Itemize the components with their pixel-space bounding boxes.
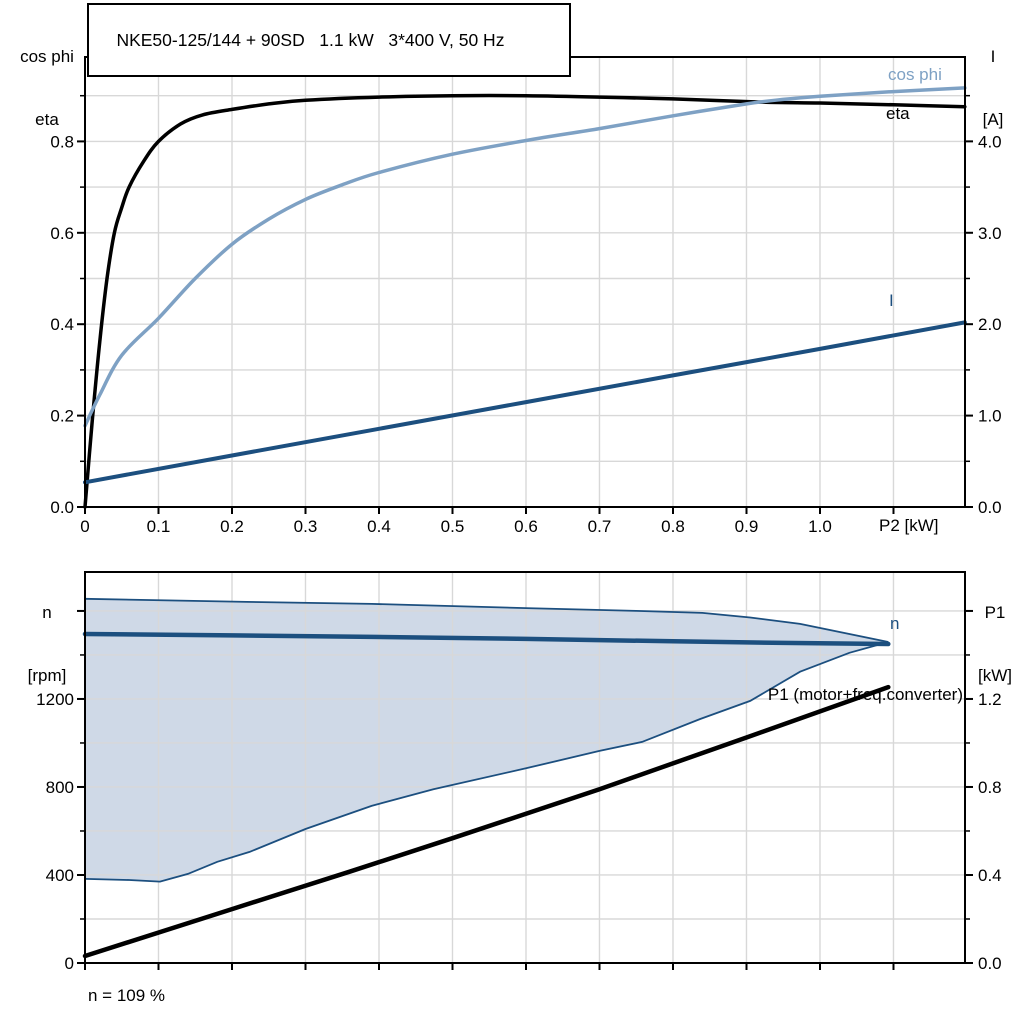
top-left-axis-title: cos phi eta [6,4,88,172]
bottom-chart-right-tick-label: 0.4 [978,866,1002,885]
axis-title-speed: n [42,603,52,622]
top-chart-x-tick-label: 0.9 [735,517,759,536]
chart-title: NKE50-125/144 + 90SD 1.1 kW 3*400 V, 50 … [116,30,505,50]
top-chart-x-tick-label: 0.3 [294,517,318,536]
speed-curve-label: n [890,614,900,633]
cos-phi-curve-label: cos phi [888,65,942,84]
top-chart-x-tick-label: 0.1 [147,517,171,536]
top-chart-left-tick-label: 0.2 [50,407,74,426]
axis-title-current-unit: [A] [982,110,1004,129]
i-curve [83,320,967,485]
bottom-chart-left-tick-label: 800 [46,778,74,797]
top-chart-x-tick-label: 0.6 [514,517,538,536]
cos-phi-curve [83,86,967,428]
top-chart-x-tick-label: 1.0 [808,517,832,536]
bottom-chart-right-tick-label: 0.0 [978,954,1002,973]
bottom-chart-speed-control-range-area [85,598,889,882]
top-right-axis-title: I [A] [964,4,1022,172]
p1-curve-label: P1 (motor+freq.converter) [767,685,963,704]
bottom-chart-right-tick-label: 1.2 [978,690,1002,709]
top-chart-x-tick-label: 0.2 [220,517,244,536]
top-chart-right-tick-label: 1.0 [978,407,1002,426]
axis-title-p1-unit: [kW] [978,666,1012,685]
bottom-chart-left-tick-label: 1200 [36,690,74,709]
top-chart-x-tick-label: 0.4 [367,517,391,536]
eta-curve [83,93,967,509]
top-chart-right-tick-label: 2.0 [978,315,1002,334]
axis-title-p1: P1 [984,603,1006,622]
axis-title-cos-phi: cos phi [20,47,74,66]
top-chart-left-tick-label: 0.0 [50,498,74,517]
x-axis-label: P2 [kW] [879,516,939,535]
top-chart-x-tick-label: 0.7 [588,517,612,536]
axis-title-current: I [990,47,996,66]
top-chart-right-tick-label: 0.0 [978,498,1002,517]
current-curve-label: I [889,291,894,310]
axis-title-speed-unit: [rpm] [27,666,67,685]
axis-title-eta: eta [35,110,59,129]
top-chart-frame [84,56,966,508]
eta-curve-label: eta [886,104,910,123]
top-chart-left-tick-label: 0.6 [50,224,74,243]
bottom-chart-left-tick-label: 400 [46,866,74,885]
top-chart-left-tick-label: 0.8 [50,132,74,151]
bottom-right-axis-title: P1 [kW] [966,560,1024,728]
bottom-chart-left-tick-label: 0 [65,954,74,973]
p1-curve [82,684,891,959]
top-chart-right-tick-label: 3.0 [978,224,1002,243]
bottom-chart-right-tick-label: 0.8 [978,778,1002,797]
chart-title-box: NKE50-125/144 + 90SD 1.1 kW 3*400 V, 50 … [87,3,571,77]
top-chart-left-tick-label: 0.4 [50,315,74,334]
n-curve [82,631,891,647]
speed-percent-note: n = 109 % [88,986,166,1005]
bottom-chart-speed-control-range-upper-border [84,597,889,643]
bottom-chart-speed-control-range-lower-border [84,641,889,883]
top-chart-x-tick-label: 0.5 [441,517,465,536]
top-chart-x-tick-label: 0 [80,517,89,536]
bottom-left-axis-title: n [rpm] [6,560,88,728]
top-chart-x-tick-label: 0.8 [661,517,685,536]
top-chart-right-tick-label: 4.0 [978,132,1002,151]
